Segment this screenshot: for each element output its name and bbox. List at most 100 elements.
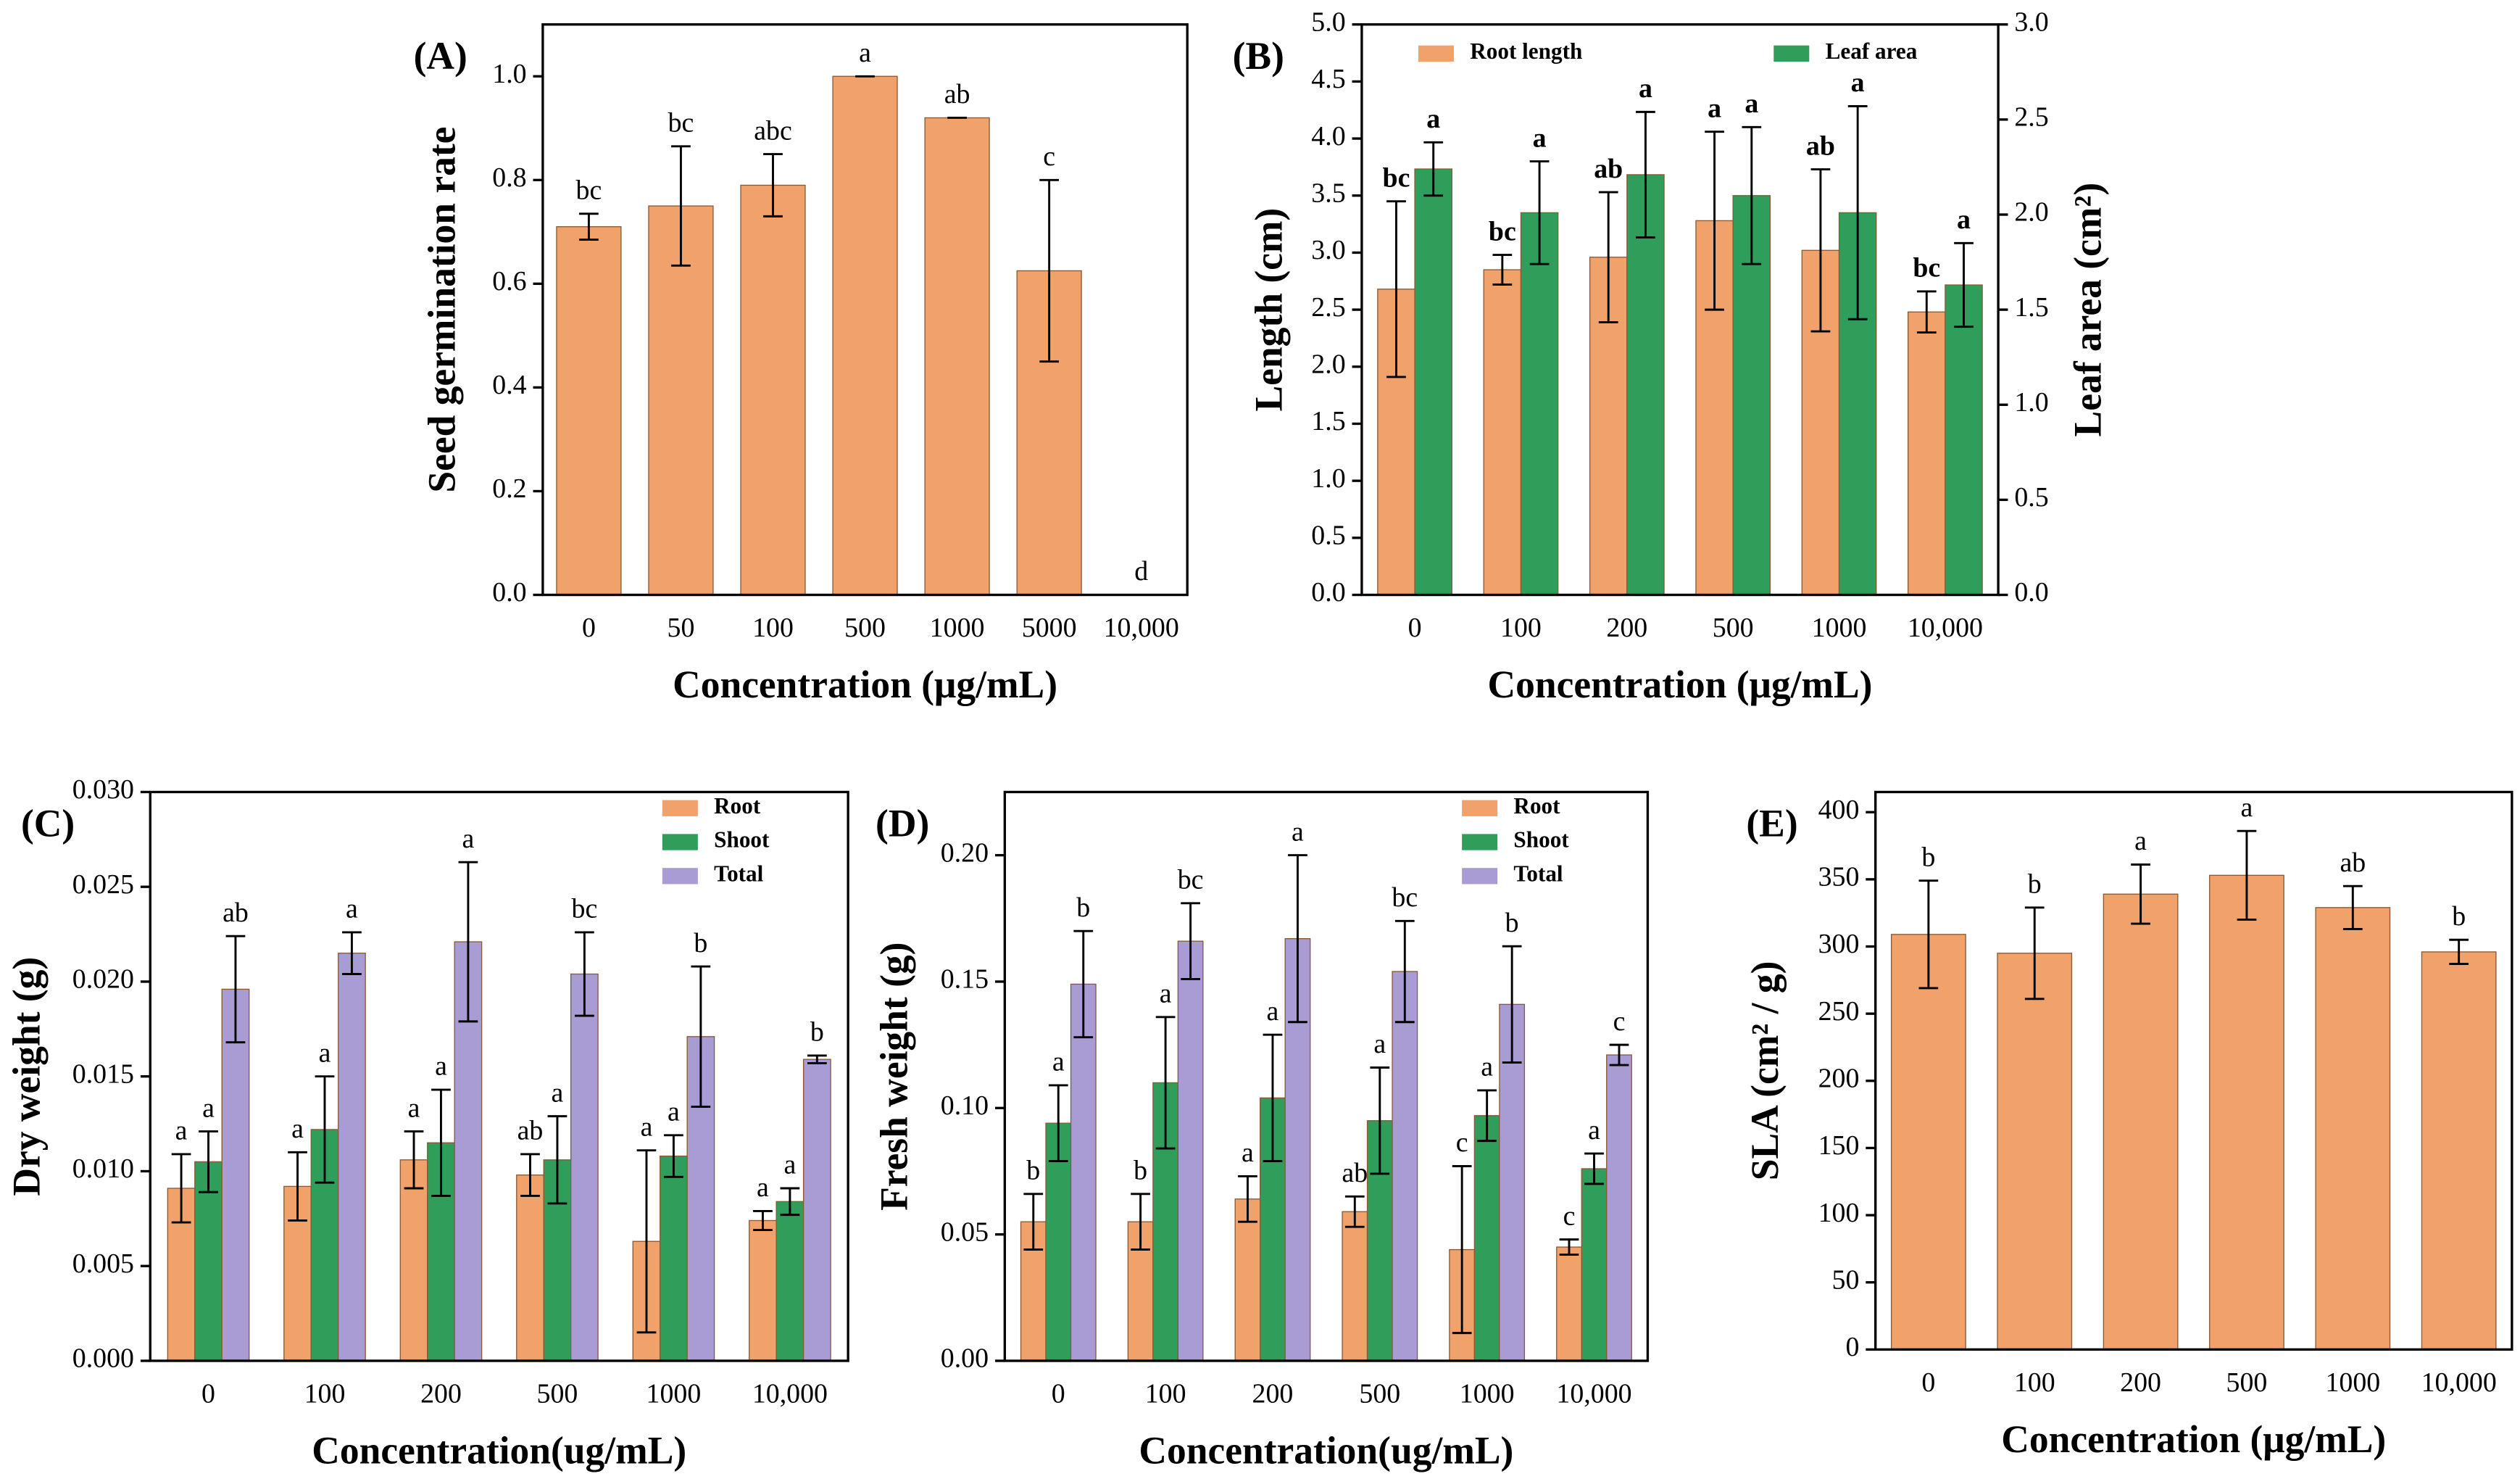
error-bar [763, 153, 783, 218]
x-tick-label: 10,000 [1908, 613, 1983, 643]
bar [1908, 311, 1946, 596]
bar [1070, 983, 1097, 1362]
significance-letter: ab [517, 1116, 544, 1146]
y2-tick-label: 1.5 [2014, 292, 2048, 323]
x-tick-label: 10,000 [1104, 613, 1179, 643]
panel-label: (E) [1746, 802, 1797, 845]
y-tick-label: 50 [1832, 1264, 1860, 1295]
x-tick-label: 0 [1408, 613, 1422, 643]
x-tick-label: 200 [2120, 1367, 2161, 1398]
x-tick-label: 0 [1052, 1379, 1065, 1409]
legend-swatch [1462, 868, 1498, 884]
error-bar [2237, 829, 2257, 921]
bar [1483, 269, 1522, 596]
error-bar [1023, 1193, 1044, 1251]
bar [1606, 1054, 1632, 1362]
significance-letter: a [1708, 93, 1721, 123]
legend-label: Leaf area [1826, 38, 1918, 64]
significance-letter: ab [223, 898, 249, 928]
bar [2103, 893, 2179, 1351]
x-tick-label: 1000 [646, 1379, 702, 1409]
significance-letter: a [319, 1037, 331, 1068]
panel-label: (C) [21, 802, 75, 845]
error-bar [2449, 938, 2469, 966]
error-bar [288, 1151, 307, 1222]
y-tick-label: 0.025 [72, 869, 134, 900]
error-bar [1039, 178, 1060, 363]
significance-letter: c [1456, 1127, 1468, 1158]
legend-label: Total [714, 861, 764, 886]
error-bar [171, 1153, 191, 1224]
significance-letter: ab [1594, 154, 1623, 184]
legend-label: Total [1513, 861, 1563, 886]
bar [660, 1155, 688, 1362]
significance-letter: a [346, 894, 358, 924]
x-axis-label: Concentration(ug/mL) [312, 1429, 686, 1472]
error-bar [1238, 1174, 1257, 1223]
y-tick-label: 0.2 [492, 473, 526, 504]
y-tick-label: 0.0 [492, 577, 526, 608]
bar [2315, 907, 2391, 1351]
x-tick-label: 500 [1713, 613, 1754, 643]
y-tick-label: 3.0 [1311, 235, 1345, 265]
significance-letter: a [1957, 204, 1971, 235]
panel: 0.00 0.05 0.10 0.15 0.20 0 100 200 500 1000 10,000… [873, 790, 1650, 1472]
x-tick-label: 500 [844, 613, 886, 643]
legend-swatch [662, 868, 698, 884]
significance-letter: bc [1489, 216, 1516, 246]
significance-letter: abc [754, 115, 792, 146]
y-axis-label: SLA (cm² / g) [1743, 961, 1787, 1181]
x-tick-label: 0 [1921, 1367, 1935, 1398]
error-bar [1954, 241, 1974, 328]
x-tick-label: 50 [668, 613, 695, 643]
y-tick-label: 0.05 [941, 1217, 989, 1247]
error-bar [1559, 1238, 1579, 1256]
error-bar [342, 931, 362, 975]
y-tick-label: 2.5 [1311, 292, 1345, 323]
significance-letter: bc [1178, 865, 1204, 895]
panel: 0 50 100 150 200 250 300 350 400 0 100 200 500 1000 10… [1743, 790, 2513, 1461]
bar [2421, 951, 2497, 1351]
significance-letter: a [1373, 1029, 1386, 1059]
error-bar [579, 212, 599, 241]
significance-letter: b [694, 928, 707, 958]
significance-letter: a [291, 1114, 304, 1144]
significance-letter: bc [576, 175, 602, 206]
significance-letter: bc [1383, 162, 1410, 193]
x-tick-label: 1000 [930, 613, 985, 643]
x-tick-label: 1000 [1812, 613, 1867, 643]
bar [1392, 971, 1418, 1362]
y2-axis-label: Leaf area (cm²) [2066, 183, 2110, 437]
y-axis-label: Dry weight (g) [5, 957, 49, 1196]
x-axis-label: Concentration(ug/mL) [1139, 1429, 1513, 1472]
error-bar [575, 931, 594, 1017]
significance-letter: a [462, 824, 475, 854]
bar [1342, 1211, 1368, 1362]
error-bar [1598, 191, 1618, 323]
y-axis-label: Length (cm) [1247, 208, 1291, 412]
significance-letter: bc [1392, 882, 1418, 913]
legend-label: Root [1513, 793, 1560, 819]
significance-letter: a [1588, 1115, 1600, 1146]
significance-letter: a [783, 1150, 796, 1180]
significance-letter: b [1134, 1156, 1147, 1186]
plot-frame [1874, 790, 2513, 1351]
error-bar [1370, 1066, 1390, 1175]
y-tick-label: 1.0 [1311, 463, 1345, 494]
error-bar [1288, 854, 1307, 1024]
significance-letter: ab [944, 79, 970, 109]
error-bar [636, 1149, 657, 1334]
panel-label: (D) [876, 802, 929, 845]
y-tick-label: 350 [1818, 862, 1860, 892]
significance-letter: ab [1806, 130, 1835, 161]
error-bar [1742, 125, 1762, 265]
plot-frame [149, 790, 849, 1362]
significance-letter: a [202, 1093, 215, 1123]
y-tick-label: 400 [1818, 795, 1860, 825]
x-tick-label: 500 [537, 1379, 578, 1409]
significance-letter: a [435, 1051, 447, 1082]
significance-letter: b [1026, 1156, 1040, 1186]
error-bar [458, 861, 478, 1023]
significance-letter: a [1292, 816, 1304, 847]
